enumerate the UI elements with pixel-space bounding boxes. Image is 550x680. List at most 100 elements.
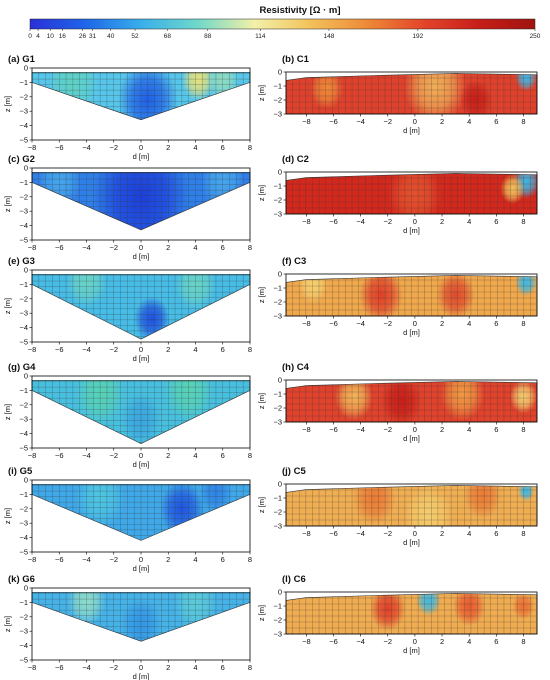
y-tick-label: −2 — [273, 298, 282, 307]
y-axis-label: z [m] — [3, 96, 12, 112]
y-tick-label: −4 — [19, 221, 28, 230]
colorbar-tick-label: 52 — [131, 33, 139, 40]
panel-8: (h) C4−8 −6 −4 −2 0 2 4 6 8−3−2−10d [m]z [m] — [257, 362, 538, 443]
panel-9: (i) G5−8 −6 −4 −2 0 2 4 6 8−5−4−3−2−10d [m]z [m] — [3, 466, 252, 573]
panel-title: (d) C2 — [282, 154, 309, 165]
y-tick-label: −1 — [273, 494, 282, 503]
x-tick-label: −8 — [28, 451, 37, 460]
x-tick-label: −4 — [356, 637, 365, 646]
colorbar-tick-label: 4 — [36, 33, 40, 40]
colorbar-tick-label: 148 — [324, 33, 335, 40]
resistivity-anomaly — [512, 593, 535, 620]
resistivity-anomaly — [436, 275, 475, 316]
x-tick-label: 6 — [221, 451, 225, 460]
y-tick-label: −1 — [273, 284, 282, 293]
x-tick-label: −8 — [28, 243, 37, 252]
y-tick-label: −2 — [19, 400, 28, 409]
x-tick-label: 0 — [413, 117, 417, 126]
colorbar-tick-label: 10 — [47, 33, 55, 40]
x-tick-label: −4 — [82, 663, 91, 672]
panel-title: (f) C3 — [282, 256, 306, 267]
x-axis-label: d [m] — [133, 152, 150, 161]
panel-1: (a) G1−8 −6 −4 −2 0 2 4 6 8−5−4−3−2−10d [m]z [m] — [3, 54, 252, 161]
resistivity-anomaly — [500, 173, 525, 204]
colorbar-label: Resistivity [Ω · m] — [260, 5, 341, 16]
y-axis-label: z [m] — [3, 196, 12, 212]
colorbar-tick-label: 0 — [28, 33, 32, 40]
y-axis-label: z [m] — [3, 404, 12, 420]
colorbar-tick-label: 250 — [530, 33, 541, 40]
y-tick-label: −3 — [273, 418, 282, 427]
x-tick-label: −4 — [356, 319, 365, 328]
y-tick-label: 0 — [278, 480, 282, 489]
x-tick-label: 4 — [467, 529, 471, 538]
x-tick-label: −6 — [55, 243, 64, 252]
y-tick-label: −1 — [273, 182, 282, 191]
x-tick-label: −8 — [302, 319, 311, 328]
y-tick-label: −3 — [19, 309, 28, 318]
y-axis-label: z [m] — [257, 393, 266, 409]
resistivity-anomaly — [352, 485, 396, 525]
colorbar-tick-label: 114 — [255, 33, 266, 40]
y-tick-label: −2 — [19, 192, 28, 201]
x-tick-label: 0 — [139, 143, 143, 152]
colorbar-tick-label: 192 — [412, 33, 423, 40]
y-tick-label: −2 — [273, 404, 282, 413]
y-axis-label: z [m] — [3, 616, 12, 632]
resistivity-anomaly — [515, 73, 537, 92]
x-tick-label: −4 — [82, 555, 91, 564]
x-tick-label: 6 — [221, 243, 225, 252]
x-tick-label: 4 — [467, 637, 471, 646]
panel-2: (b) C1−8 −6 −4 −2 0 2 4 6 8−3−2−10d [m]z [m] — [257, 54, 538, 135]
y-tick-label: −3 — [273, 110, 282, 119]
x-tick-label: 0 — [139, 243, 143, 252]
x-tick-label: 8 — [248, 451, 252, 460]
mesh-grid — [286, 275, 537, 316]
panel-title: (e) G3 — [8, 256, 35, 267]
x-tick-label: 4 — [193, 663, 197, 672]
x-tick-label: −2 — [383, 637, 392, 646]
panel-title: (j) C5 — [282, 466, 306, 477]
resistivity-anomaly — [387, 173, 443, 214]
y-tick-label: −3 — [19, 207, 28, 216]
x-tick-label: −8 — [302, 217, 311, 226]
x-tick-label: 2 — [166, 243, 170, 252]
x-tick-label: 6 — [494, 529, 498, 538]
x-tick-label: 2 — [440, 319, 444, 328]
y-tick-label: 0 — [278, 270, 282, 279]
x-axis-label: d [m] — [403, 434, 420, 443]
x-tick-label: 8 — [521, 319, 525, 328]
resistivity-anomaly — [463, 485, 502, 519]
x-tick-label: 2 — [440, 217, 444, 226]
resistivity-anomaly — [404, 485, 453, 526]
panel-10: (j) C5−8 −6 −4 −2 0 2 4 6 8−3−2−10d [m]z [m] — [257, 466, 538, 547]
y-tick-label: −4 — [19, 641, 28, 650]
colorbar-tick-label: 31 — [89, 33, 97, 40]
x-tick-label: −2 — [109, 143, 118, 152]
x-tick-label: −2 — [383, 117, 392, 126]
y-tick-label: −1 — [273, 390, 282, 399]
x-tick-label: 8 — [521, 637, 525, 646]
x-tick-label: −4 — [356, 425, 365, 434]
y-tick-label: −4 — [19, 121, 28, 130]
x-tick-label: 0 — [139, 345, 143, 354]
x-tick-label: −2 — [383, 217, 392, 226]
x-tick-label: −4 — [356, 117, 365, 126]
panel-title: (i) G5 — [8, 466, 33, 477]
x-tick-label: 2 — [166, 143, 170, 152]
x-tick-label: 6 — [221, 345, 225, 354]
y-tick-label: −3 — [273, 522, 282, 531]
resistivity-anomaly — [416, 593, 441, 616]
x-tick-label: −2 — [383, 529, 392, 538]
y-tick-label: −2 — [19, 504, 28, 513]
x-tick-label: −8 — [28, 143, 37, 152]
x-tick-label: 0 — [413, 319, 417, 328]
y-tick-label: 0 — [24, 164, 28, 173]
panel-title: (g) G4 — [8, 362, 36, 373]
x-tick-label: 0 — [413, 425, 417, 434]
mesh-grid — [286, 381, 537, 422]
y-tick-label: 0 — [24, 476, 28, 485]
x-tick-label: 8 — [521, 117, 525, 126]
resistivity-anomaly — [359, 275, 403, 316]
